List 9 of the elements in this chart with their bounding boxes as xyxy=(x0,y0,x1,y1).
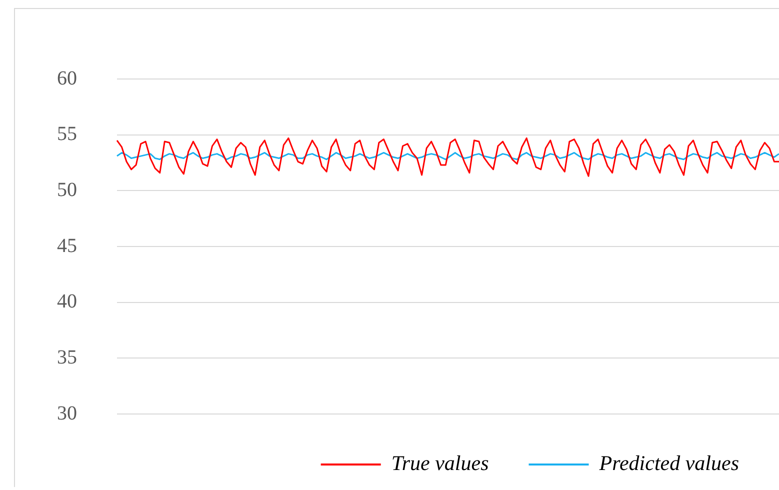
y-tick-label: 40 xyxy=(57,290,77,313)
y-tick-label: 30 xyxy=(57,402,77,424)
legend-label: Predicted values xyxy=(598,451,740,476)
legend-label: True values xyxy=(391,451,489,476)
y-tick-label: 50 xyxy=(57,178,77,201)
y-tick-label: 45 xyxy=(57,234,77,257)
y-tick-label: 60 xyxy=(57,67,77,90)
y-tick-label: 55 xyxy=(57,123,77,146)
y-tick-label: 35 xyxy=(57,346,77,368)
